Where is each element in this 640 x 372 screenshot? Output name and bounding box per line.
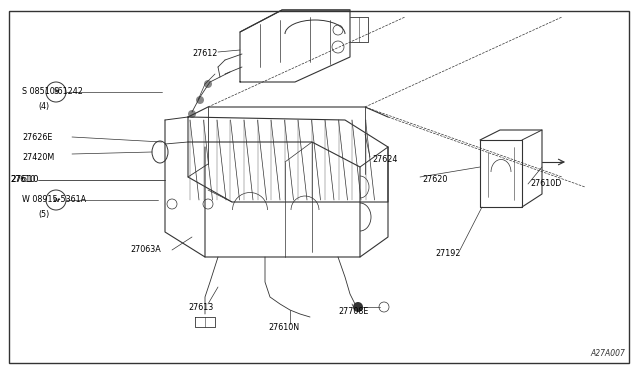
Text: 27063A: 27063A [130,246,161,254]
Text: 27612: 27612 [192,49,218,58]
Text: 27192: 27192 [435,250,461,259]
Text: 27613: 27613 [188,302,213,311]
Text: 27610D: 27610D [530,180,561,189]
Text: W 08915-5361A: W 08915-5361A [22,196,86,205]
Text: 27610: 27610 [10,176,35,185]
Text: 27626E: 27626E [22,132,52,141]
Circle shape [204,80,212,88]
Text: 27624: 27624 [372,155,397,164]
Text: S 08510-61242: S 08510-61242 [22,87,83,96]
Circle shape [188,110,196,118]
Circle shape [353,302,363,312]
Text: (5): (5) [38,211,49,219]
Text: 27420M: 27420M [22,154,54,163]
Text: 27610N: 27610N [268,323,299,331]
Text: 27620: 27620 [422,176,447,185]
Text: 27708E: 27708E [338,308,369,317]
Text: A27A007: A27A007 [590,349,625,358]
Text: W: W [52,198,60,202]
Circle shape [196,96,204,104]
Text: 27610: 27610 [10,176,38,185]
Text: S: S [53,87,59,96]
Text: (4): (4) [38,103,49,112]
